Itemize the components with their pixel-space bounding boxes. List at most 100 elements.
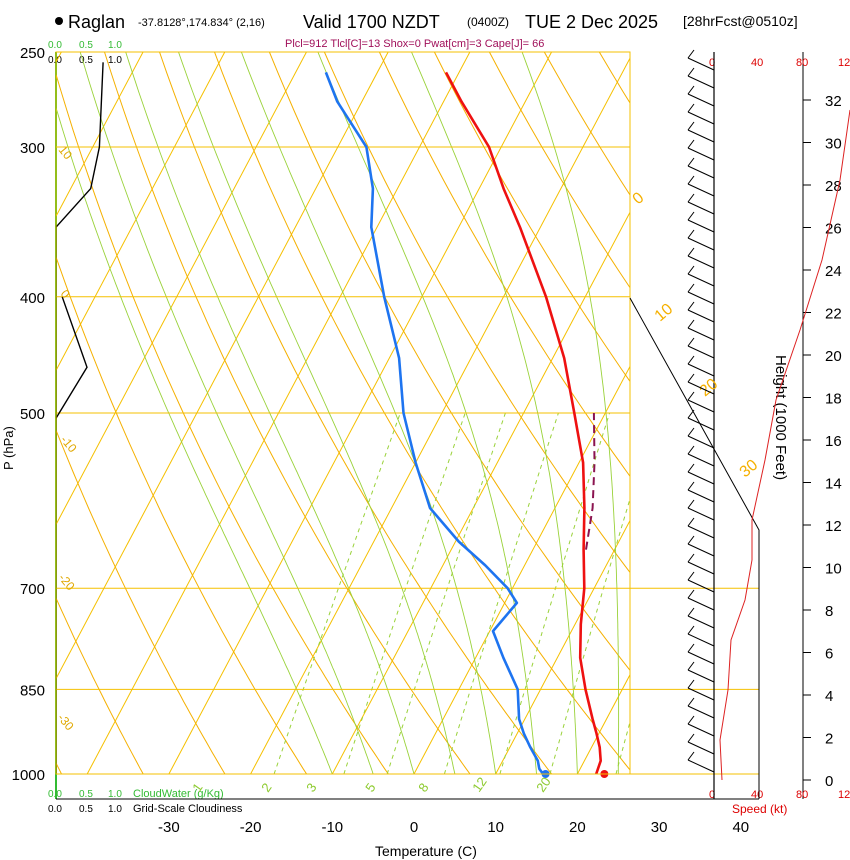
- speed-bottom-tick-2: 80: [796, 789, 808, 801]
- wind-barb-flag: [687, 139, 695, 149]
- y-axis-title: P (hPa): [1, 426, 16, 470]
- wind-barb-flag: [687, 715, 695, 725]
- wind-barb-flag: [687, 193, 695, 203]
- mixing-ratio-line: [273, 412, 401, 775]
- pressure-label: 850: [20, 682, 45, 699]
- moist-adiabat-line: [317, 52, 537, 775]
- forecast-info: [28hrFcst@0510z]: [683, 13, 798, 29]
- isotherm-label: 0: [630, 189, 648, 208]
- isotherm-line: [56, 52, 226, 372]
- isotherm-line: [741, 52, 850, 774]
- wind-barb-staff: [687, 363, 715, 377]
- speed-top-tick-3: 120: [838, 57, 850, 69]
- wind-barb-staff: [687, 93, 715, 107]
- wind-barb-staff: [687, 471, 715, 485]
- speed-top-tick-2: 80: [796, 57, 808, 69]
- wind-barb-flag: [687, 229, 695, 239]
- dry-adiabat-line: [819, 52, 850, 774]
- height-tick-label: 0: [825, 773, 833, 790]
- x-tick-label: -30: [158, 819, 180, 836]
- height-tick-label: 10: [825, 561, 842, 578]
- mixing-ratio-line: [549, 497, 630, 775]
- wind-barb: [687, 463, 715, 485]
- cloudwater-label: CloudWater (g/Kg): [133, 788, 224, 800]
- wind-barb-flag: [687, 751, 695, 761]
- wind-barb: [687, 715, 715, 737]
- wind-barb-staff: [687, 687, 715, 701]
- dry-adiabat-line: [488, 52, 630, 289]
- wind-barb-flag: [687, 589, 695, 599]
- wind-barb-flag: [687, 355, 695, 365]
- height-profile-line: [719, 109, 850, 781]
- mixing-ratio-label: 2: [258, 780, 274, 795]
- wind-barb: [687, 85, 715, 107]
- wind-barb-flag: [687, 211, 695, 221]
- wind-barb-staff: [687, 561, 715, 575]
- cl-bottom-tick-0: 0.0: [48, 804, 62, 815]
- wind-barb-flag: [687, 499, 695, 509]
- utc-time: (0400Z): [467, 15, 509, 29]
- wind-barb: [687, 607, 715, 629]
- wind-barb: [687, 157, 715, 179]
- dry-adiabat-line: [56, 72, 389, 775]
- wind-barb-flag: [687, 85, 695, 95]
- wind-barb: [687, 733, 715, 755]
- wind-barb-staff: [687, 507, 715, 521]
- moist-adiabat-line: [521, 52, 620, 774]
- wind-barb-staff: [687, 237, 715, 251]
- dewpoint-line: [324, 71, 545, 775]
- dry-adiabat-line: [214, 52, 630, 771]
- height-tick-label: 16: [825, 433, 842, 450]
- station-coords: -37.8128°,174.834° (2,16): [138, 17, 265, 29]
- x-tick-label: -20: [240, 819, 262, 836]
- x-tick-label: -10: [321, 819, 343, 836]
- wind-barb: [687, 751, 715, 773]
- wind-barb-flag: [687, 265, 695, 275]
- moist-adiabat-line: [636, 52, 669, 774]
- wind-barb-flag: [687, 319, 695, 329]
- wind-barb-staff: [687, 741, 715, 755]
- cw-top-tick-1: 0.5: [79, 40, 93, 51]
- wind-barb-flag: [687, 661, 695, 671]
- dry-adiabat-label: -10: [58, 433, 80, 456]
- mixing-ratio-line: [443, 412, 559, 775]
- dry-adiabat-line: [104, 52, 471, 775]
- wind-barb-flag: [687, 427, 695, 437]
- wind-barb: [687, 373, 715, 395]
- wind-barb: [687, 661, 715, 683]
- wind-barb: [687, 139, 715, 161]
- height-tick-label: 24: [825, 263, 842, 280]
- cloudiness-line: [56, 296, 88, 419]
- wind-barb-flag: [687, 49, 695, 59]
- height-tick-label: 28: [825, 178, 842, 195]
- dry-adiabat-line: [323, 52, 630, 574]
- station-name: Raglan: [68, 12, 125, 32]
- moist-adiabat-line: [56, 106, 333, 775]
- isotherm-line: [495, 519, 630, 775]
- isotherm-line: [56, 52, 144, 218]
- wind-barb: [687, 697, 715, 719]
- wind-barb-staff: [687, 543, 715, 557]
- cw-top-tick-2: 1.0: [108, 40, 122, 51]
- wind-barb: [687, 193, 715, 215]
- height-axis-title: Height (1000 Feet): [772, 355, 789, 480]
- wind-barb: [687, 229, 715, 251]
- wind-barb: [687, 643, 715, 665]
- wind-barb-flag: [687, 409, 695, 419]
- pressure-label: 700: [20, 581, 45, 598]
- wind-barb-flag: [687, 625, 695, 635]
- isotherm-line: [659, 52, 850, 774]
- wind-barb: [687, 337, 715, 359]
- wind-barb: [687, 175, 715, 197]
- wind-barb-flag: [687, 679, 695, 689]
- height-tick-label: 8: [825, 603, 833, 620]
- wind-barb-staff: [687, 525, 715, 539]
- wind-barb-flag: [687, 373, 695, 383]
- dry-adiabat-line: [56, 596, 144, 775]
- wind-barb-staff: [687, 165, 715, 179]
- wind-barb-staff: [687, 651, 715, 665]
- wind-barb-staff: [687, 435, 715, 449]
- wind-barb-staff: [687, 129, 715, 143]
- wind-barb-staff: [687, 345, 715, 359]
